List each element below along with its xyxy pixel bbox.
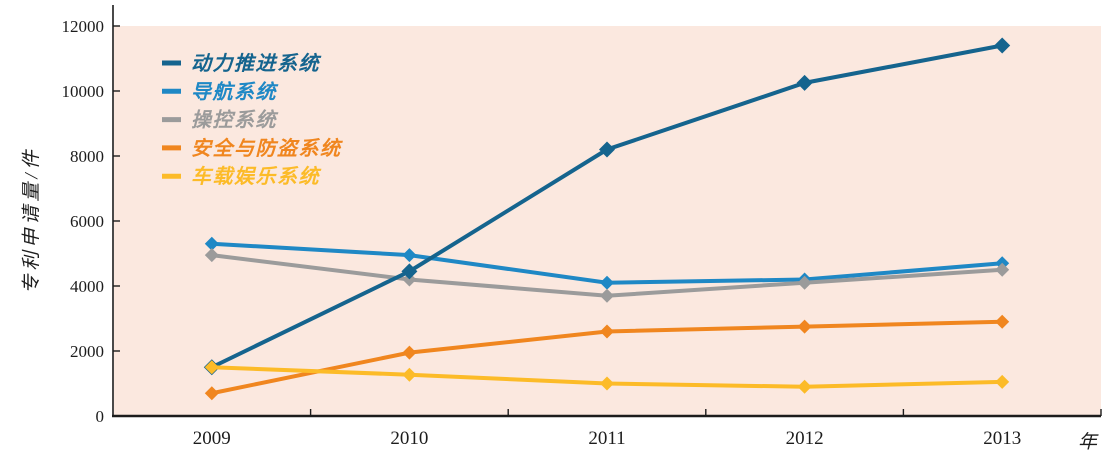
x-tick-label: 2011 — [588, 428, 625, 449]
marker-control — [995, 262, 1010, 277]
y-tick-label: 0 — [96, 407, 105, 426]
marker-navigation — [402, 248, 417, 263]
legend-label-security-antitheft: 安全与防盗系统 — [191, 137, 343, 160]
legend-label-navigation: 导航系统 — [191, 80, 278, 103]
marker-entertainment — [797, 379, 812, 394]
marker-security-antitheft — [204, 386, 219, 401]
plot-area — [114, 26, 1101, 415]
marker-control — [204, 248, 219, 263]
y-tick-label: 8000 — [70, 147, 104, 166]
legend-label-control: 操控系统 — [191, 109, 278, 132]
x-axis-unit-label: 年 — [1078, 432, 1098, 453]
y-tick-label: 4000 — [70, 277, 104, 296]
marker-entertainment — [402, 367, 417, 382]
marker-security-antitheft — [402, 345, 417, 360]
legend-label-power-propulsion: 动力推进系统 — [191, 52, 321, 75]
marker-entertainment — [204, 360, 219, 375]
marker-power-propulsion — [599, 141, 615, 158]
marker-security-antitheft — [797, 319, 812, 334]
marker-power-propulsion — [796, 74, 813, 91]
marker-control — [600, 288, 614, 303]
marker-control — [797, 275, 812, 290]
y-tick-label: 10000 — [62, 82, 105, 101]
x-tick-label: 2009 — [193, 428, 231, 449]
y-tick-label: 12000 — [62, 17, 105, 36]
marker-navigation — [204, 236, 219, 251]
marker-power-propulsion — [401, 263, 418, 280]
marker-control — [402, 272, 417, 287]
marker-navigation — [600, 275, 614, 290]
marker-entertainment — [995, 374, 1010, 389]
x-tick-label: 2013 — [983, 428, 1021, 449]
x-tick-label: 2010 — [390, 428, 428, 449]
y-axis-title: 专利申请量/件 — [21, 146, 43, 294]
marker-security-antitheft — [995, 314, 1010, 329]
marker-security-antitheft — [600, 324, 614, 339]
x-tick-label: 2012 — [786, 428, 824, 449]
marker-entertainment — [600, 376, 614, 391]
y-tick-label: 6000 — [70, 212, 104, 231]
y-tick-label: 2000 — [70, 342, 104, 361]
legend-label-entertainment: 车载娱乐系统 — [191, 165, 321, 188]
marker-power-propulsion — [994, 37, 1011, 54]
